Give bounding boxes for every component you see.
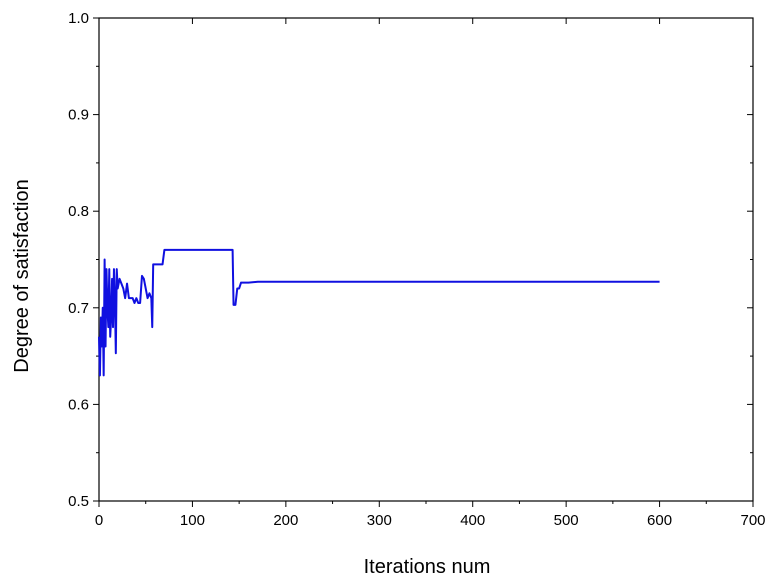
x-tick-label: 300	[367, 512, 392, 529]
y-axis-title: Degree of satisfaction	[11, 179, 33, 372]
x-tick-label: 700	[740, 512, 765, 529]
series-line	[98, 248, 660, 377]
x-tick-label: 100	[180, 512, 205, 529]
x-tick-label: 400	[460, 512, 485, 529]
y-tick-label: 0.5	[68, 493, 89, 510]
x-tick-label: 500	[554, 512, 579, 529]
x-tick-label: 200	[273, 512, 298, 529]
y-tick-label: 1.0	[68, 10, 89, 27]
y-tick-label: 0.8	[68, 203, 89, 220]
x-axis-title: Iterations num	[364, 556, 491, 578]
plot-frame	[98, 17, 754, 502]
x-tick-label: 600	[647, 512, 672, 529]
tick-marks	[93, 17, 754, 507]
y-tick-label: 0.7	[68, 300, 89, 317]
y-tick-labels: 0.5 0.6 0.7 0.8 0.9 1.0	[68, 10, 89, 510]
y-tick-label: 0.6	[68, 396, 89, 413]
y-tick-label: 0.9	[68, 107, 89, 124]
x-tick-label: 0	[95, 512, 103, 529]
x-tick-labels: 0 100 200 300 400 500 600 700	[95, 512, 766, 529]
